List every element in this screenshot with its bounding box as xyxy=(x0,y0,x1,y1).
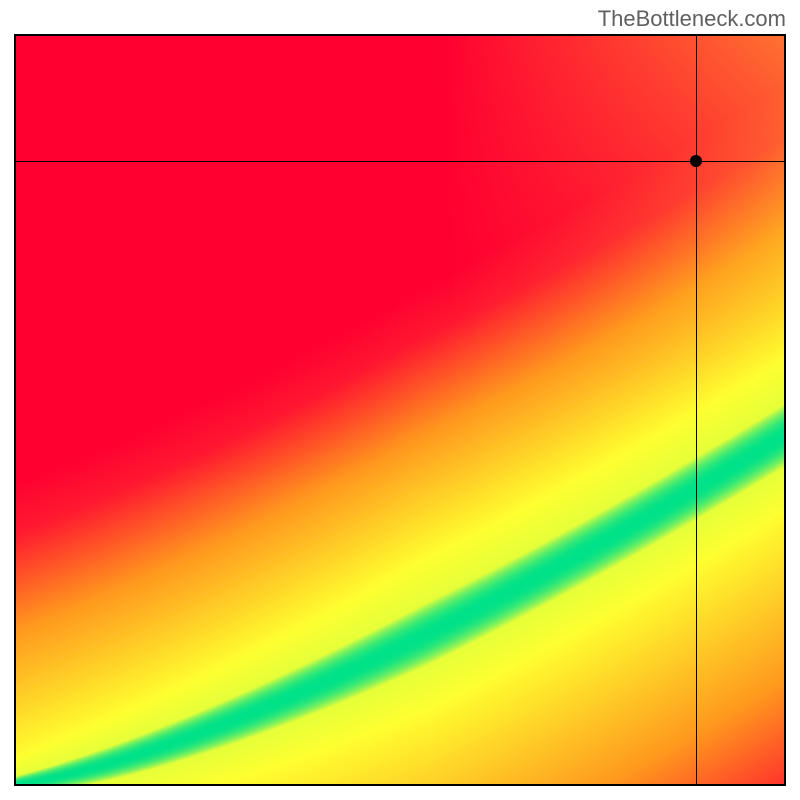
plot-frame xyxy=(14,34,786,786)
heatmap-canvas xyxy=(16,36,784,784)
watermark-text: TheBottleneck.com xyxy=(598,6,786,32)
marker-dot xyxy=(690,155,702,167)
crosshair-vertical xyxy=(696,36,697,784)
crosshair-horizontal xyxy=(16,161,784,162)
chart-container: { "watermark": { "text": "TheBottleneck.… xyxy=(0,0,800,800)
